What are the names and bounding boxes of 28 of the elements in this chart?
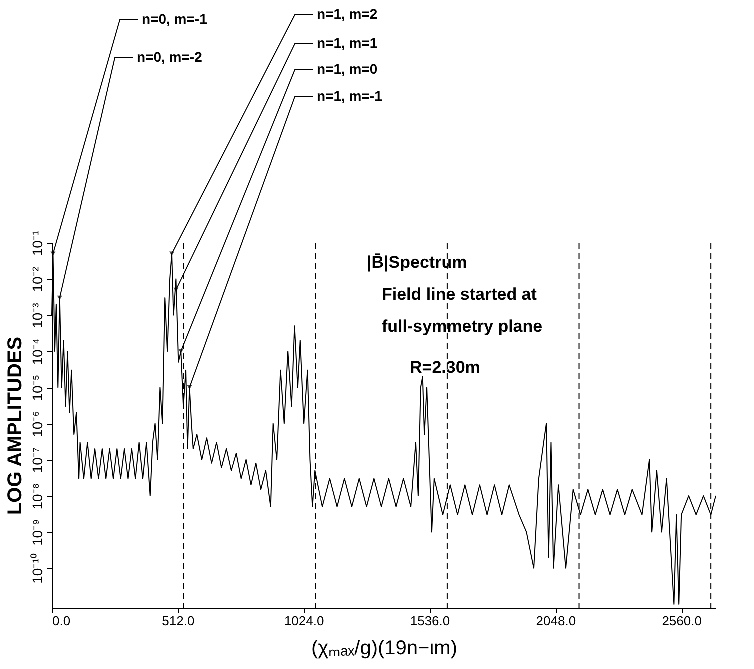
y-tick-label: 10⁻¹⁰ bbox=[30, 554, 46, 584]
x-tick-label: 1024.0 bbox=[284, 614, 324, 628]
y-tick-label: 10⁻⁶ bbox=[30, 411, 46, 438]
x-tick-label: 1536.0 bbox=[410, 614, 450, 628]
y-tick-label: 10⁻⁵ bbox=[30, 374, 46, 402]
annotation: R=2.30m bbox=[410, 358, 480, 377]
annotation: Field line started at bbox=[382, 285, 538, 304]
annotation: n=0, m=-1 bbox=[142, 11, 208, 27]
x-axis-title: (χₘₐₓ/g)(19n−ιm) bbox=[312, 638, 458, 660]
x-tick-label: 2560.0 bbox=[662, 614, 702, 628]
annotation: n=1, m=0 bbox=[317, 61, 378, 77]
annotation: n=1, m=1 bbox=[317, 35, 378, 51]
y-tick-label: 10⁻⁴ bbox=[30, 338, 46, 366]
y-tick-label: 10⁻² bbox=[30, 266, 46, 292]
y-tick-label: 10⁻⁸ bbox=[30, 483, 46, 510]
annotation: n=1, m=2 bbox=[317, 6, 378, 22]
y-tick-label: 10⁻¹ bbox=[30, 230, 46, 256]
y-tick-label: 10⁻⁷ bbox=[30, 448, 46, 474]
y-tick-label: 10⁻³ bbox=[30, 302, 46, 328]
x-tick-label: 2048.0 bbox=[536, 614, 576, 628]
y-tick-label: 10⁻⁹ bbox=[30, 519, 46, 546]
x-tick-label: 512.0 bbox=[162, 614, 195, 628]
annotation: n=1, m=-1 bbox=[317, 88, 383, 104]
x-tick-label: 0.0 bbox=[52, 614, 71, 628]
annotation: full-symmetry plane bbox=[382, 317, 543, 336]
annotation: |B̄|Spectrum bbox=[367, 253, 468, 272]
annotation: n=0, m=-2 bbox=[137, 49, 203, 65]
y-axis-title: LOG AMPLITUDES bbox=[4, 336, 26, 516]
